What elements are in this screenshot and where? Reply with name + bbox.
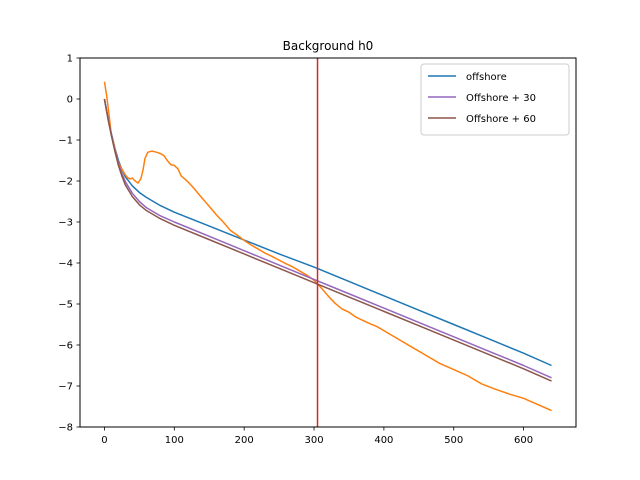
x-tick-label: 600 (514, 435, 533, 446)
legend-entry-label: Offshore + 30 (466, 93, 536, 104)
y-tick-label: −7 (58, 382, 73, 393)
series-line-offshore (103, 98, 552, 367)
y-tick-label: −5 (58, 300, 73, 311)
x-tick-label: 200 (235, 435, 254, 446)
legend-entry-label: Offshore + 60 (466, 114, 536, 125)
legend-entry-label: offshore (466, 72, 507, 83)
series-line-unnamed-1 (103, 81, 552, 412)
y-tick-label: −2 (58, 177, 73, 188)
series-line-offshore-60 (103, 98, 552, 382)
y-tick-label: −8 (58, 423, 73, 434)
x-axis: 0 100 200 300 400 500 600 (101, 427, 533, 446)
legend: offshore Offshore + 30 Offshore + 60 (420, 63, 570, 136)
series-line-offshore-30 (103, 98, 552, 379)
plot-area (103, 58, 552, 427)
y-tick-label: 1 (67, 54, 73, 65)
y-tick-label: −1 (58, 136, 73, 147)
y-tick-label: −6 (58, 341, 73, 352)
x-tick-label: 100 (165, 435, 184, 446)
legend-box (420, 63, 570, 136)
x-tick-label: 300 (304, 435, 323, 446)
plot-frame (79, 57, 577, 428)
x-tick-label: 500 (444, 435, 463, 446)
x-tick-label: 400 (374, 435, 393, 446)
series-group (103, 58, 552, 427)
y-tick-label: −3 (58, 218, 73, 229)
x-tick-label: 0 (101, 435, 107, 446)
y-axis: 1 0 −1 −2 −3 −4 −5 −6 −7 −8 (58, 54, 80, 434)
chart-title: Background h0 (283, 39, 374, 53)
y-tick-label: −4 (58, 259, 73, 270)
y-tick-label: 0 (67, 95, 73, 106)
